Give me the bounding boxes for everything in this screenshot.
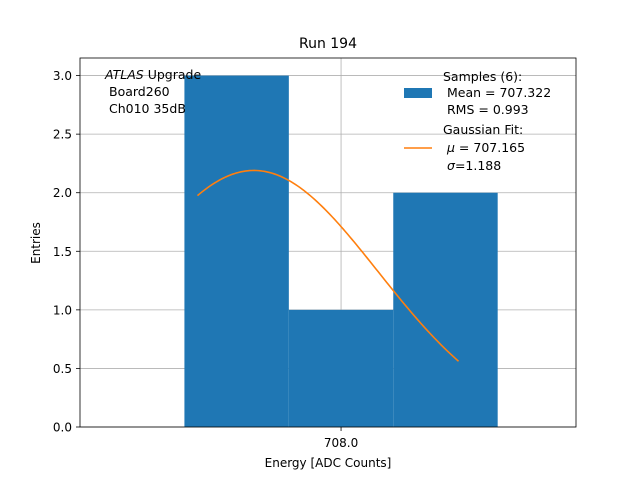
legend-fit-title: Gaussian Fit: xyxy=(443,122,523,137)
y-tick-label: 1.0 xyxy=(53,303,72,317)
legend-mu-value: = 707.165 xyxy=(455,140,525,155)
y-tick-label: 1.5 xyxy=(53,245,72,259)
y-axis-ticks: 0.0 0.5 1.0 1.5 2.0 2.5 3.0 xyxy=(53,69,80,435)
y-axis-label: Entries xyxy=(29,222,43,264)
legend-fit-sigma: σ=1.188 xyxy=(447,158,501,173)
legend-samples-mean: Mean = 707.322 xyxy=(447,85,551,100)
histogram-bar-1 xyxy=(184,75,289,428)
annotation-experiment: ATLAS xyxy=(104,67,144,82)
legend-mu-symbol: μ xyxy=(446,140,455,155)
chart-title: Run 194 xyxy=(299,36,357,52)
atlas-annotation: ATLAS Upgrade Board260 Ch010 35dB xyxy=(104,67,201,116)
y-tick-label: 0.5 xyxy=(53,362,72,376)
legend-swatch-samples xyxy=(404,88,432,98)
fit-curve-group xyxy=(196,169,460,362)
annotation-line-2: Board260 xyxy=(109,84,170,99)
legend-fit-mu: μ = 707.165 xyxy=(446,140,525,155)
x-axis-label: Energy [ADC Counts] xyxy=(265,456,392,470)
gaussian-fit-curve xyxy=(196,169,460,362)
legend-sigma-value: =1.188 xyxy=(455,158,501,173)
legend-samples-rms: RMS = 0.993 xyxy=(447,102,529,117)
x-axis-ticks: 708.0 xyxy=(324,427,358,450)
y-tick-label: 2.0 xyxy=(53,186,72,200)
legend-samples-title: Samples (6): xyxy=(443,69,522,84)
annotation-experiment-suffix: Upgrade xyxy=(144,67,202,82)
y-tick-label: 3.0 xyxy=(53,69,72,83)
annotation-line-1: ATLAS Upgrade xyxy=(104,67,201,82)
y-tick-label: 0.0 xyxy=(53,421,72,435)
y-tick-label: 2.5 xyxy=(53,128,72,142)
histogram-bar-2 xyxy=(288,309,394,427)
legend-sigma-symbol: σ xyxy=(447,158,456,173)
plot-frame xyxy=(79,57,577,428)
histogram-bars xyxy=(184,75,498,428)
legend: Samples (6): Mean = 707.322 RMS = 0.993 … xyxy=(404,69,551,173)
annotation-line-3: Ch010 35dB xyxy=(109,101,186,116)
x-tick-label: 708.0 xyxy=(324,436,358,450)
histogram-bar-3 xyxy=(393,192,498,427)
